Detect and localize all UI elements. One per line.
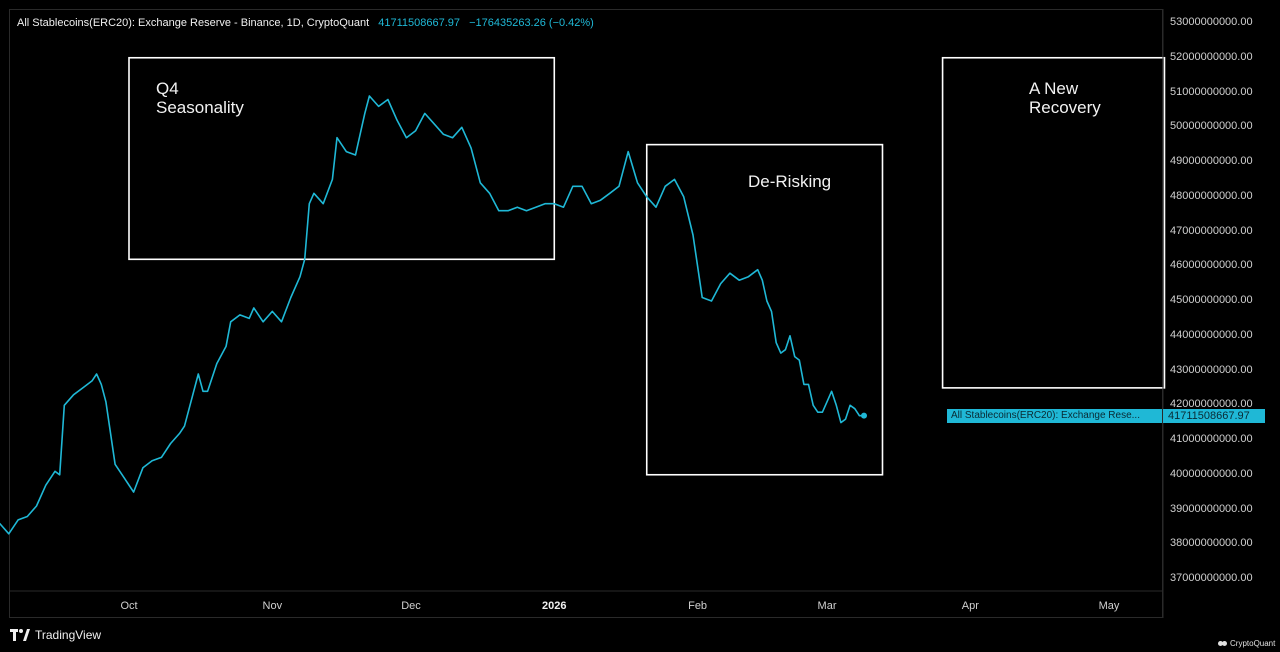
x-tick-label: 2026 [542, 600, 567, 612]
y-tick-label: 50000000000.00 [1170, 120, 1253, 133]
annotation-box-a-new-recovery [941, 56, 1166, 389]
y-tick-label: 51000000000.00 [1170, 85, 1253, 98]
y-tick-label: 52000000000.00 [1170, 50, 1253, 63]
annotation-box-q4-seasonality [128, 56, 556, 261]
x-tick-label: Mar [817, 600, 837, 612]
y-tick-label: 53000000000.00 [1170, 16, 1253, 28]
x-tick-label: Dec [401, 600, 421, 612]
annotation-q4-seasonality: Q4 Seasonality [156, 79, 244, 117]
annotation-new-recovery: A New Recovery [1029, 79, 1101, 117]
x-tick-label: May [1098, 600, 1120, 612]
y-tick-label: 48000000000.00 [1170, 189, 1253, 202]
cryptoquant-logo-icon [1218, 641, 1227, 646]
x-tick-label: Apr [961, 600, 979, 612]
y-tick-label: 37000000000.00 [1170, 572, 1253, 584]
y-tick-label: 44000000000.00 [1170, 328, 1253, 341]
series-line-exchange-reserve [0, 95, 864, 535]
y-tick-label: 42000000000.00 [1170, 398, 1253, 411]
y-tick-label: 47000000000.00 [1170, 224, 1253, 237]
y-tick-label: 41000000000.00 [1170, 433, 1253, 445]
change-value: −176435263.26 (−0.42%) [469, 17, 594, 29]
x-tick-label: Oct [120, 600, 138, 612]
y-tick-label: 46000000000.00 [1170, 259, 1253, 272]
y-tick-label: 40000000000.00 [1170, 467, 1253, 480]
x-tick-label: Feb [688, 600, 708, 612]
tradingview-label: TradingView [35, 628, 102, 642]
last-point-marker [861, 412, 867, 419]
x-tick-label: Nov [262, 600, 283, 612]
chart-title: All Stablecoins(ERC20): Exchange Reserve… [17, 17, 370, 29]
annotation-box-de-risking [645, 143, 884, 476]
series-label: All Stablecoins(ERC20): Exchange Rese... [947, 409, 1162, 423]
y-tick-label: 43000000000.00 [1170, 363, 1253, 376]
tradingview-logo-icon [10, 629, 30, 641]
y-tick-label: 39000000000.00 [1170, 502, 1253, 515]
price-tag: 41711508667.97 [1163, 409, 1265, 423]
y-tick-label: 38000000000.00 [1170, 537, 1253, 550]
chart-header: All Stablecoins(ERC20): Exchange Reserve… [17, 17, 600, 29]
last-value: 41711508667.97 [378, 17, 461, 29]
annotation-de-risking: De-Risking [748, 172, 832, 191]
y-tick-label: 45000000000.00 [1170, 294, 1253, 306]
y-tick-label: 49000000000.00 [1170, 155, 1253, 167]
tradingview-brand[interactable]: TradingView [10, 628, 101, 642]
cryptoquant-label: CryptoQuant [1230, 639, 1276, 648]
cryptoquant-brand: CryptoQuant [1218, 639, 1275, 648]
